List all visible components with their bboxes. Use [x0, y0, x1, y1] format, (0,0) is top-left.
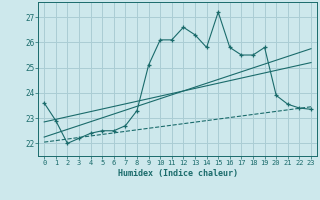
- X-axis label: Humidex (Indice chaleur): Humidex (Indice chaleur): [118, 169, 238, 178]
